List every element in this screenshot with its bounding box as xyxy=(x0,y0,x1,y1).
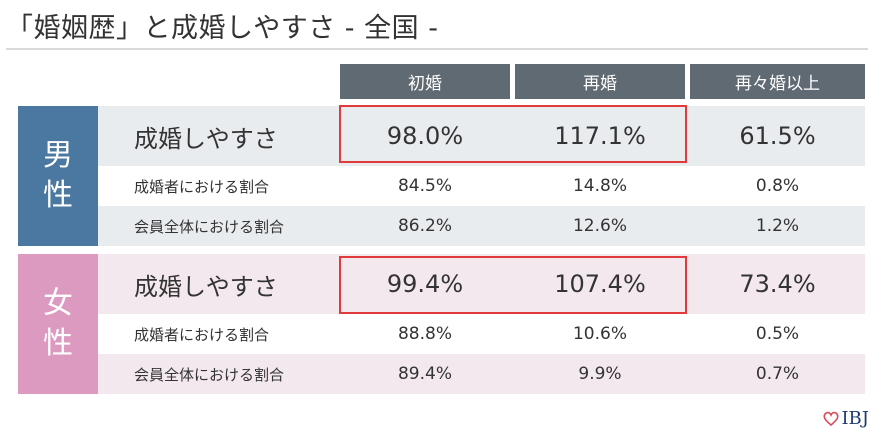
value-female-member-third: 0.7% xyxy=(755,364,800,384)
column-header-remarriage: 再婚 xyxy=(515,64,685,99)
group-label-male: 男 性 xyxy=(18,106,98,246)
value-female-ease-remarriage: 107.4% xyxy=(554,270,646,298)
row-label-member-share-female: 会員全体における割合 xyxy=(98,354,865,394)
value-male-member-third: 1.2% xyxy=(755,216,800,236)
row-label-married-share-male: 成婚者における割合 xyxy=(134,177,270,196)
value-male-ease-third: 61.5% xyxy=(739,122,816,150)
value-male-married-first: 84.5% xyxy=(397,176,452,196)
value-female-ease-third: 73.4% xyxy=(739,270,816,298)
value-female-married-remarriage: 10.6% xyxy=(572,324,627,344)
value-female-ease-first: 99.4% xyxy=(386,270,464,298)
page-title: 「婚姻歴」と成婚しやすさ - 全国 - xyxy=(6,13,439,44)
row-label-married-share-female: 成婚者における割合 xyxy=(134,325,270,344)
heart-icon xyxy=(823,411,839,426)
row-label-ease-female: 成婚しやすさ xyxy=(98,254,865,314)
row-label-ease-male: 成婚しやすさ xyxy=(98,106,865,166)
title-divider xyxy=(6,48,868,50)
ibj-logo: IBJ xyxy=(823,408,869,429)
value-male-ease-remarriage: 117.1% xyxy=(554,122,646,150)
value-male-married-remarriage: 14.8% xyxy=(572,176,627,196)
column-header-third-marriage-plus: 再々婚以上 xyxy=(690,64,865,99)
value-female-married-third: 0.5% xyxy=(755,324,800,344)
value-male-member-remarriage: 12.6% xyxy=(572,216,627,236)
group-label-female: 女 性 xyxy=(18,254,98,394)
group-label-female-line2: 性 xyxy=(43,326,73,361)
group-label-female-line1: 女 xyxy=(43,286,73,321)
value-male-married-third: 0.8% xyxy=(755,176,800,196)
value-female-member-first: 89.4% xyxy=(397,364,452,384)
column-header-first-marriage: 初婚 xyxy=(340,64,510,99)
group-label-male-line1: 男 xyxy=(43,138,73,173)
value-male-member-first: 86.2% xyxy=(397,216,452,236)
value-female-married-first: 88.8% xyxy=(397,324,452,344)
group-label-male-line2: 性 xyxy=(43,178,73,213)
value-male-ease-first: 98.0% xyxy=(386,122,464,150)
value-female-member-remarriage: 9.9% xyxy=(578,364,622,384)
row-label-member-share-male: 会員全体における割合 xyxy=(98,206,865,246)
logo-text: IBJ xyxy=(841,408,869,429)
